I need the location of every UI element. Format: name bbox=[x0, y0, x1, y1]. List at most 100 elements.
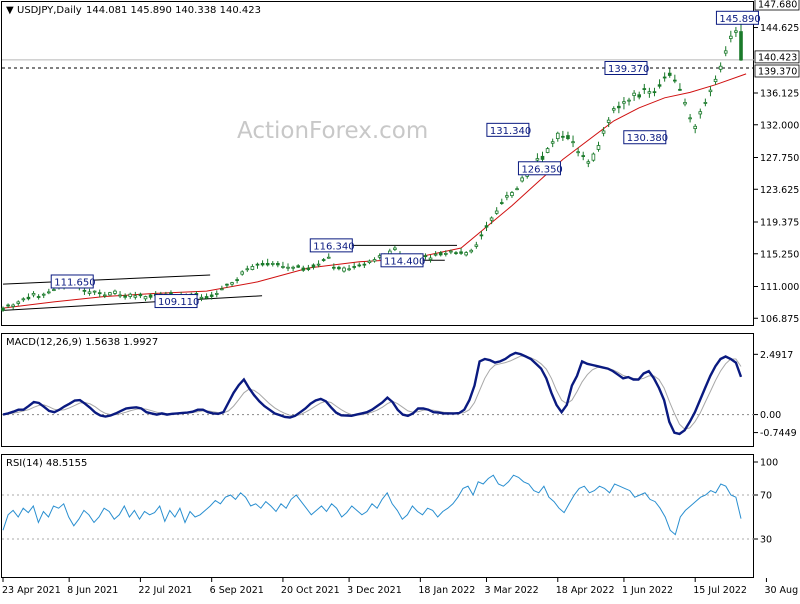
candle-body bbox=[82, 289, 87, 292]
candle-body bbox=[464, 252, 468, 256]
candle-body bbox=[321, 259, 326, 261]
macd-pane-frame bbox=[1, 333, 754, 447]
candle-body bbox=[31, 293, 36, 296]
candle-body bbox=[393, 247, 397, 250]
price-box bbox=[754, 0, 800, 11]
trendline bbox=[2, 274, 211, 285]
price-annotation-label: 145.890 bbox=[719, 14, 760, 25]
candle-body bbox=[52, 289, 56, 291]
trendline bbox=[2, 295, 263, 311]
candle-body bbox=[596, 145, 601, 150]
candle-body bbox=[367, 260, 372, 264]
candle-body bbox=[632, 92, 636, 96]
candle-body bbox=[438, 252, 443, 256]
price-ytick-label: 132.000 bbox=[760, 120, 799, 131]
candle-body bbox=[566, 135, 570, 140]
candle-body bbox=[281, 266, 285, 268]
candle-body bbox=[535, 158, 540, 161]
price-annotation-label: 109.110 bbox=[158, 297, 199, 308]
candle-body bbox=[444, 252, 448, 255]
candle-body bbox=[332, 266, 336, 269]
candle-body bbox=[545, 148, 550, 153]
x-tick-label: 23 Apr 2021 bbox=[2, 585, 61, 596]
candle-body bbox=[240, 271, 245, 275]
symbol-label: USDJPY,Daily bbox=[17, 5, 82, 16]
candle-body bbox=[133, 295, 138, 298]
price-ytick-label: 123.625 bbox=[760, 185, 799, 196]
candle-body bbox=[1, 307, 5, 311]
candle-body bbox=[591, 153, 596, 161]
price-ytick-label: 119.375 bbox=[760, 217, 799, 228]
candle-body bbox=[199, 296, 204, 299]
candle-body bbox=[617, 105, 621, 109]
candle-body bbox=[36, 296, 41, 298]
candle-body bbox=[347, 268, 351, 271]
candle-body bbox=[26, 296, 31, 300]
candle-body bbox=[520, 177, 524, 182]
candle-body bbox=[550, 141, 555, 144]
candle-body bbox=[21, 298, 26, 301]
candle-body bbox=[214, 293, 219, 295]
x-axis: 23 Apr 2021 8 Jun 2021 22 Jul 2021 6 Sep 20… bbox=[2, 578, 800, 596]
candle-body bbox=[92, 290, 97, 293]
candle-body bbox=[428, 257, 433, 260]
candle-body bbox=[718, 65, 723, 70]
price-annotation-label: 116.340 bbox=[313, 241, 354, 252]
candle-body bbox=[499, 202, 504, 204]
candle-body bbox=[123, 295, 127, 298]
candle-body bbox=[510, 192, 514, 197]
candle-body bbox=[138, 293, 143, 297]
candle-body bbox=[260, 262, 265, 266]
candle-body bbox=[148, 294, 153, 298]
candle-body bbox=[11, 304, 15, 307]
candle-body bbox=[41, 293, 46, 296]
candle-body bbox=[235, 279, 239, 281]
price-annotation-box bbox=[623, 130, 667, 145]
candle-body bbox=[484, 225, 489, 228]
candle-body bbox=[693, 125, 697, 130]
candle-body bbox=[703, 102, 708, 104]
x-tick-label: 3 Mar 2022 bbox=[485, 585, 539, 596]
candle-body bbox=[734, 30, 738, 33]
x-tick-label: 30 Aug 2022 bbox=[764, 585, 800, 596]
candle-body bbox=[555, 132, 560, 140]
candle-body bbox=[581, 155, 586, 157]
candle-body bbox=[683, 102, 687, 105]
x-tick-label: 15 Jul 2022 bbox=[693, 585, 747, 596]
candle-body bbox=[204, 296, 209, 299]
macd-signal-line bbox=[2, 355, 742, 430]
price-box-label: 147.680 bbox=[758, 0, 797, 11]
candle-body bbox=[250, 266, 255, 270]
candle-body bbox=[667, 72, 672, 76]
ohlc-readout: 144.081 145.890 140.338 140.423 bbox=[86, 5, 261, 16]
candle-body bbox=[729, 35, 733, 39]
candle-body bbox=[357, 264, 362, 267]
candle-body bbox=[286, 266, 290, 269]
collapse-arrow-icon[interactable]: ▼ bbox=[6, 5, 14, 16]
macd-title: MACD(12,26,9) 1.5638 1.9927 bbox=[6, 337, 158, 348]
x-tick-label: 20 Oct 2021 bbox=[281, 585, 340, 596]
rsi-ytick-label: 100 bbox=[760, 458, 778, 469]
candle-body bbox=[647, 91, 652, 94]
candle-body bbox=[678, 88, 682, 91]
candle-body bbox=[372, 259, 377, 262]
macd-chart: 2.4917 0.00 -0.7449 bbox=[2, 350, 797, 439]
candle-body bbox=[586, 161, 591, 164]
macd-ytick-label: 2.4917 bbox=[760, 350, 793, 361]
candle-body bbox=[118, 294, 122, 297]
price-chart: 106.875 111.000 115.250 119.375 123.625 127.7… bbox=[1, 0, 800, 325]
candle-body bbox=[143, 296, 148, 300]
candle-body bbox=[469, 249, 474, 253]
watermark: ActionForex.com bbox=[237, 118, 428, 144]
price-annotation-label: 139.370 bbox=[608, 64, 649, 75]
candle-body bbox=[571, 141, 575, 144]
price-annotation-box bbox=[50, 274, 94, 289]
candle-body bbox=[225, 283, 229, 286]
macd-line bbox=[2, 351, 743, 436]
candle-body bbox=[637, 94, 642, 98]
price-box-label: 139.370 bbox=[758, 66, 797, 77]
price-ytick-label: 127.750 bbox=[760, 153, 799, 164]
candle-body bbox=[708, 89, 713, 93]
